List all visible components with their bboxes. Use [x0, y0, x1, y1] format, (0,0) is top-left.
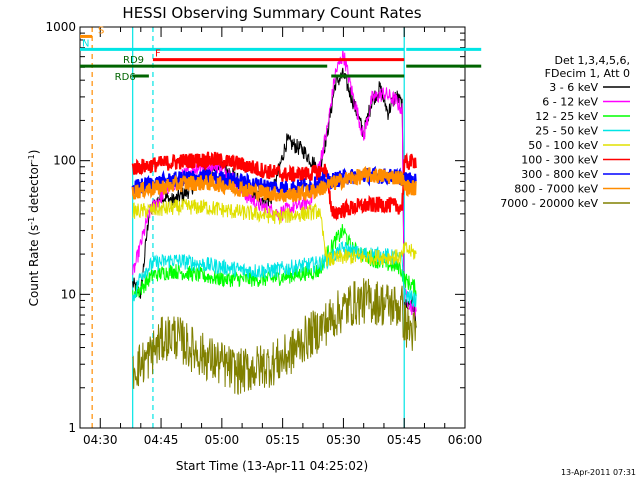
- footer-timestamp: 13-Apr-2011 07:31: [561, 468, 636, 477]
- legend: Det 1,3,4,5,6, FDecim 1, Att 0 3 - 6 keV…: [500, 54, 630, 210]
- flag-label-2: F: [155, 49, 161, 60]
- y-tick-label: 100: [53, 154, 76, 168]
- chart-title: HESSI Observing Summary Count Rates: [122, 4, 421, 22]
- x-tick-label: 04:30: [83, 433, 118, 447]
- y-tick-label: 1: [68, 421, 76, 435]
- legend-label-5: 100 - 300 keV: [521, 154, 598, 167]
- x-tick-label: 05:00: [205, 433, 240, 447]
- x-axis-label: Start Time (13-Apr-11 04:25:02): [176, 459, 368, 473]
- plot-area: 1 10 100 1000 04:30 04:45 05:00 05:15 05:30 05:45…: [45, 20, 482, 447]
- legend-header-line-2: FDecim 1, Att 0: [545, 67, 630, 80]
- legend-label-4: 50 - 100 keV: [528, 139, 598, 152]
- legend-label-7: 800 - 7000 keV: [514, 183, 598, 196]
- y-tick-label: 10: [61, 287, 76, 301]
- legend-label-3: 25 - 50 keV: [535, 125, 598, 138]
- series-line-5: [131, 151, 418, 222]
- series-line-8: [132, 278, 417, 395]
- series-line-7: [131, 165, 418, 203]
- x-tick-label: 05:45: [387, 433, 422, 447]
- series-line-4: [132, 197, 417, 267]
- x-tick-label: 05:15: [265, 433, 300, 447]
- legend-header-line-1: Det 1,3,4,5,6,: [554, 54, 630, 67]
- y-tick-label: 1000: [45, 20, 76, 34]
- flag-label-0: S: [98, 25, 104, 36]
- flag-label-3: RD9: [123, 55, 144, 66]
- series-line-0: [132, 67, 417, 329]
- series-line-2: [132, 224, 417, 301]
- plot-clip-group: [91, 27, 418, 428]
- flag-label-1: N: [82, 38, 89, 49]
- legend-label-6: 300 - 800 keV: [521, 168, 598, 181]
- y-axis-label: Count Rate (s-1 detector-1): [27, 150, 42, 307]
- flag-label-4: RD6: [115, 72, 136, 83]
- x-tick-label: 06:00: [448, 433, 483, 447]
- legend-label-0: 3 - 6 keV: [549, 81, 598, 94]
- plot-frame: [79, 26, 466, 429]
- legend-label-1: 6 - 12 keV: [542, 96, 598, 109]
- x-tick-label: 05:30: [326, 433, 361, 447]
- legend-label-8: 7000 - 20000 keV: [500, 197, 598, 210]
- legend-label-2: 12 - 25 keV: [535, 110, 598, 123]
- x-tick-label: 04:45: [144, 433, 179, 447]
